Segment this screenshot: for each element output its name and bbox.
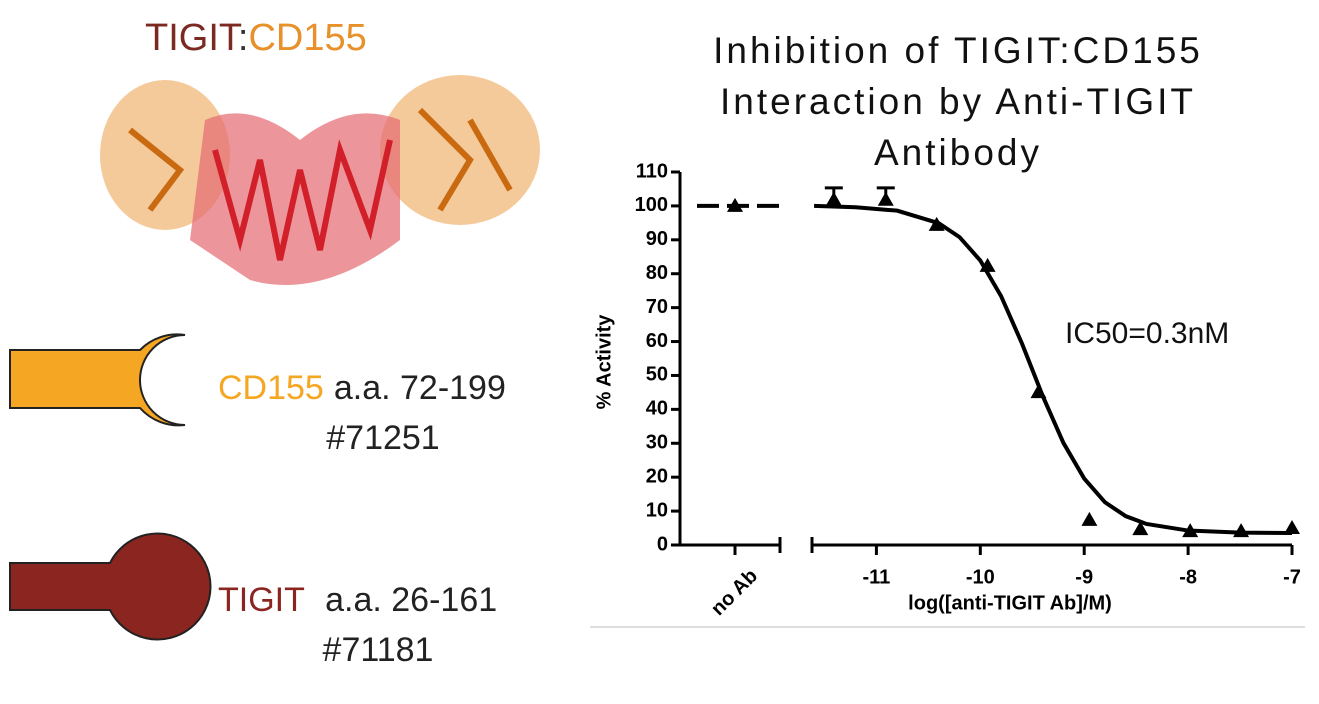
y-tick-label: 70 (646, 296, 668, 318)
data-point (928, 216, 945, 231)
x-tick-label: -10 (966, 566, 995, 588)
y-tick-label: 100 (635, 194, 668, 216)
cd155-construct: CD155 a.a. 72-199 (218, 369, 506, 407)
y-tick-label: 110 (636, 160, 668, 182)
chart-title: Interaction by Anti-TIGIT (720, 81, 1196, 122)
tigit-construct: TIGIT a.a. 26-161 (218, 581, 497, 619)
data-point (1030, 384, 1047, 399)
data-point (825, 191, 842, 206)
construct-range: a.a. 26-161 (325, 581, 497, 619)
control-label: no Ab (707, 565, 762, 620)
y-tick-label: 40 (646, 398, 668, 420)
x-axis-label: log([anti-TIGIT Ab]/M) (908, 592, 1112, 614)
complex-title: TIGIT:CD155 (145, 17, 367, 59)
protein-structure (100, 75, 540, 285)
data-point (1284, 520, 1300, 535)
construct-name: TIGIT (218, 581, 304, 619)
y-tick-label: 50 (646, 364, 668, 386)
data-point (1132, 521, 1149, 536)
x-tick-label: -9 (1075, 566, 1093, 588)
y-tick-label: 10 (646, 499, 668, 521)
tigit-shape (9, 532, 212, 641)
data-point (1182, 523, 1199, 538)
data-point (1233, 523, 1250, 538)
x-tick-label: -8 (1179, 566, 1197, 588)
control-point (727, 197, 743, 212)
construct-name: CD155 (218, 369, 324, 407)
data-point (979, 257, 996, 272)
annotation: IC50=0.3nM (1065, 317, 1229, 350)
tigit-label: TIGIT (145, 17, 242, 59)
fit-curve (814, 203, 1293, 536)
y-tick-label: 60 (646, 330, 668, 352)
y-tick-label: 90 (646, 228, 668, 250)
y-tick-label: 80 (646, 262, 668, 284)
catalog-number: #71251 (326, 419, 439, 457)
data-point (877, 191, 894, 206)
catalog-number: #71181 (323, 631, 434, 669)
cd155-label: CD155 (248, 17, 366, 59)
x-tick-label: -7 (1283, 566, 1301, 588)
chart-title: Antibody (874, 132, 1042, 173)
chart-title: Inhibition of TIGIT:CD155 (713, 30, 1203, 71)
x-tick-label: -11 (863, 566, 891, 588)
construct-range: a.a. 72-199 (334, 369, 506, 407)
separator: : (238, 17, 249, 59)
data-point (1081, 511, 1098, 526)
y-tick-label: 30 (646, 432, 668, 454)
y-tick-label: 0 (657, 533, 668, 555)
y-tick-label: 20 (646, 465, 668, 487)
y-axis-label: % Activity (593, 314, 615, 410)
cd155-shape (9, 333, 186, 427)
